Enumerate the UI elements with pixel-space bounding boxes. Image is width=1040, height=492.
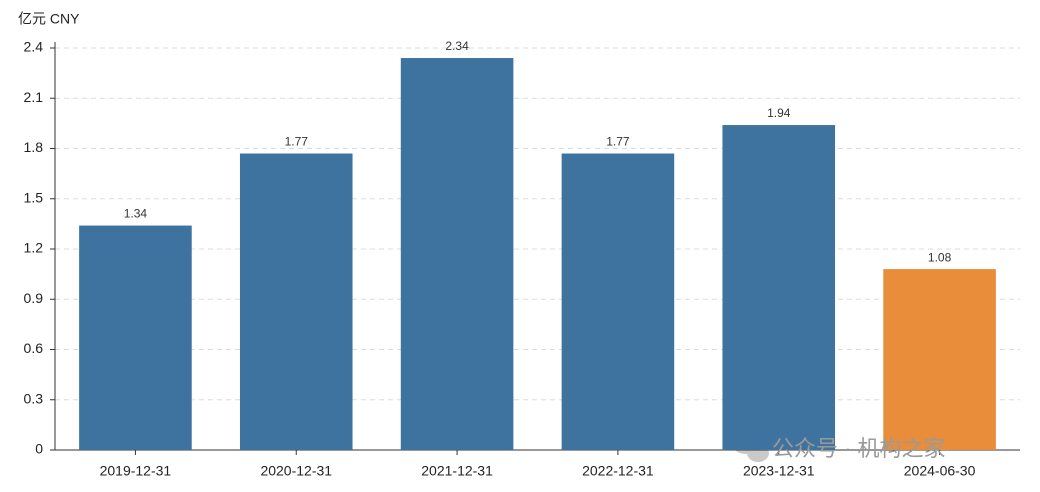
bar — [239, 153, 353, 450]
y-unit-label: 亿元 CNY — [18, 11, 80, 27]
x-tick-label: 2020-12-31 — [260, 463, 332, 479]
y-tick-label: 1.5 — [24, 189, 44, 205]
bar — [561, 153, 675, 450]
y-tick-label: 0.3 — [24, 390, 44, 406]
value-label: 1.94 — [767, 106, 791, 120]
y-tick-label: 0.9 — [24, 290, 44, 306]
x-tick-label: 2022-12-31 — [582, 463, 654, 479]
value-label: 1.08 — [928, 250, 952, 264]
bar — [883, 269, 996, 450]
value-label: 2.34 — [445, 39, 469, 53]
y-tick-label: 1.2 — [24, 240, 44, 256]
value-label: 1.77 — [285, 135, 309, 149]
bar — [400, 58, 514, 451]
watermark: 公众号 · 机构之家 — [772, 436, 946, 461]
x-tick-label: 2023-12-31 — [743, 463, 815, 479]
bar — [722, 125, 836, 451]
bar — [79, 225, 192, 450]
x-tick-label: 2021-12-31 — [421, 463, 493, 479]
y-tick-label: 1.8 — [24, 139, 44, 155]
x-tick-label: 2024-06-30 — [904, 463, 976, 479]
value-label: 1.34 — [124, 207, 148, 221]
y-tick-label: 2.1 — [24, 89, 44, 105]
y-tick-label: 0 — [35, 441, 43, 457]
y-tick-label: 2.4 — [24, 39, 44, 55]
x-tick-label: 2019-12-31 — [100, 463, 172, 479]
value-label: 1.77 — [606, 135, 630, 149]
y-tick-label: 0.6 — [24, 340, 44, 356]
